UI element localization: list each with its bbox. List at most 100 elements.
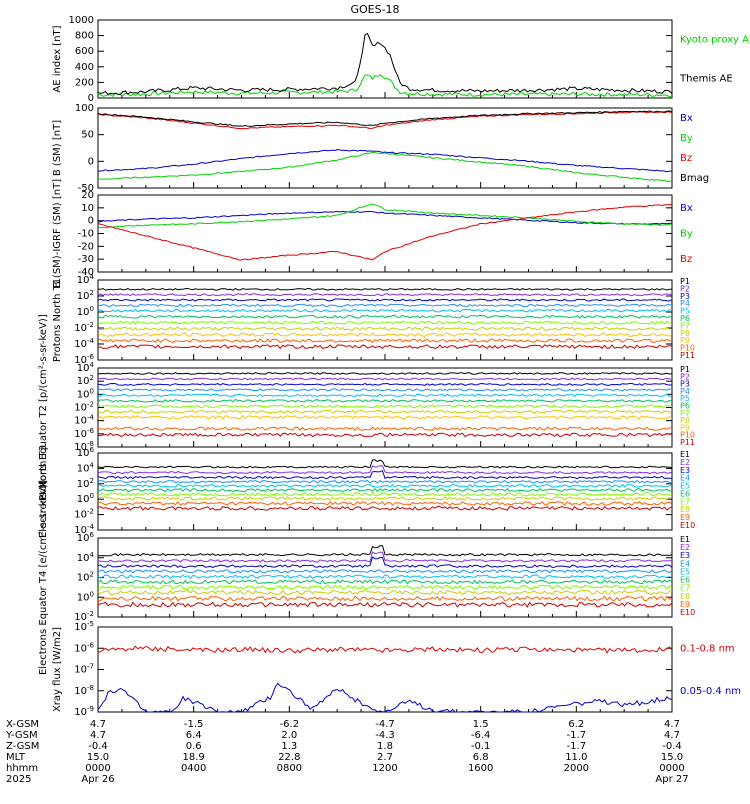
series-line-E3 (97, 470, 673, 480)
series-line-P7 (97, 404, 673, 409)
legend-label: P7 (680, 409, 690, 418)
series-line-P3 (97, 382, 673, 386)
ephemeris-cell: 0000 (85, 763, 110, 774)
ephemeris-cell: 11.0 (565, 752, 587, 763)
series-line-E8 (97, 496, 673, 501)
series-line-P1 (97, 287, 673, 291)
y-tick-label: 10-7 (74, 663, 94, 676)
y-tick-label: 10-2 (74, 321, 94, 334)
series-line-Kyoto-proxy-AE (97, 74, 673, 98)
y-tick-label: 10 (81, 203, 94, 214)
y-tick-label: 10-2 (74, 401, 94, 414)
series-line-Bx (97, 148, 672, 173)
series-line-E9 (97, 595, 673, 602)
panel-frame (97, 452, 673, 531)
y-axis-label: AE index [nT] (52, 25, 63, 92)
ephemeris-cell: 0800 (277, 763, 302, 774)
series-line-P10 (97, 338, 673, 344)
date-start-label: Apr 26 (81, 774, 114, 785)
y-tick-label: 10-6 (74, 641, 94, 654)
legend-label: Kyoto proxy AE (680, 35, 750, 46)
y-tick-label: 20 (81, 190, 94, 201)
y-tick-label: 0 (88, 93, 94, 104)
y-tick-label: 100 (77, 305, 94, 318)
y-axis-label: Xray flux [W/m2] (52, 627, 63, 712)
y-tick-label: 100 (77, 590, 94, 603)
y-tick-label: 100 (75, 103, 94, 114)
ephemeris-cell: -0.1 (471, 741, 491, 752)
series-line-E10 (97, 601, 673, 608)
series-line-E5 (97, 483, 673, 488)
ephemeris-cell: 22.8 (278, 752, 300, 763)
legend-label: P10 (680, 431, 695, 440)
y-axis-label: Protons Equator T2 [p/(cm²-s-sr-keV)] (38, 314, 49, 501)
ephemeris-cell: 1.8 (377, 741, 393, 752)
ephemeris-cell: 15.0 (87, 752, 109, 763)
ephemeris-cell: -4.7 (375, 719, 395, 730)
legend-label: P4 (680, 299, 690, 308)
series-line-Bmag (97, 110, 673, 127)
legend-label: Themis AE (679, 74, 733, 85)
y-tick-label: 100 (77, 492, 94, 505)
legend-label: E10 (680, 521, 695, 530)
series-line-Themis-AE (97, 32, 673, 96)
legend-label: P4 (680, 387, 690, 396)
legend-label: E5 (680, 567, 690, 576)
legend-label: Bz (680, 254, 692, 265)
ephemeris-cell: 0000 (659, 763, 684, 774)
legend-label: P8 (680, 329, 690, 338)
series-line-P11 (97, 344, 673, 350)
legend-label: E3 (680, 551, 690, 560)
legend-label: P3 (680, 380, 690, 389)
ephemeris-cell: 1200 (372, 763, 397, 774)
y-axis-label: Electrons North T3 (38, 445, 49, 538)
y-tick-label: 800 (75, 31, 94, 42)
series-line-E3 (97, 556, 673, 569)
ephemeris-cell: -1.5 (184, 719, 204, 730)
ephemeris-cell: 18.9 (183, 752, 205, 763)
legend-label: P6 (680, 402, 690, 411)
ephemeris-cell: 6.2 (568, 719, 584, 730)
legend-label: Bmag (680, 173, 709, 184)
legend-label: Bx (680, 113, 693, 124)
ephemeris-row-label: MLT (6, 752, 26, 763)
ephemeris-cell: 4.7 (664, 719, 680, 730)
series-line-P5 (97, 308, 673, 313)
panel-7: 106 104 102 100 10-2 Electrons Equator T4 [e/… (38, 480, 695, 675)
panel-8: 10-5 10-6 10-7 10-8 10-9 Xray flux [W/m2] 0.1-… (52, 620, 741, 718)
legend-label: E4 (680, 559, 690, 568)
series-line-P6 (97, 314, 673, 319)
y-tick-label: 0 (88, 216, 94, 227)
y-tick-label: 10-6 (74, 427, 94, 440)
y-tick-label: -20 (78, 241, 94, 252)
legend-label: P2 (680, 284, 690, 293)
series-line-P3 (97, 298, 673, 302)
series-line-By (97, 203, 673, 229)
series-line-P9 (97, 332, 673, 337)
series-line-P6 (97, 399, 673, 403)
y-tick-label: -50 (78, 183, 94, 194)
legend-label: By (680, 229, 693, 240)
series-line-E9 (97, 501, 673, 506)
y-tick-label: 10-9 (74, 705, 94, 718)
ephemeris-cell: -0.4 (88, 741, 108, 752)
series-line-Bz (97, 204, 673, 261)
series-line-E6 (97, 579, 673, 585)
y-tick-label: 104 (77, 273, 95, 286)
series-line-P9 (97, 414, 673, 420)
legend-label: E7 (680, 584, 690, 593)
y-tick-label: 102 (77, 571, 94, 584)
panel-2: 100 50 0 -50 B (SM) [nT] Bx By Bz Bmag (52, 103, 709, 194)
series-line-P1 (98, 372, 673, 375)
legend-label: P1 (680, 277, 690, 286)
y-tick-label: 10-4 (74, 414, 94, 427)
y-tick-label: 102 (77, 477, 94, 490)
ephemeris-row-label: Z-GSM (6, 741, 39, 752)
ephemeris-cell: 15.0 (661, 752, 683, 763)
ephemeris-row-label: 2025 (6, 774, 31, 785)
series-line-P8 (97, 326, 673, 331)
ephemeris-cell: -4.3 (375, 730, 395, 741)
ephemeris-cell: 0.6 (186, 741, 202, 752)
